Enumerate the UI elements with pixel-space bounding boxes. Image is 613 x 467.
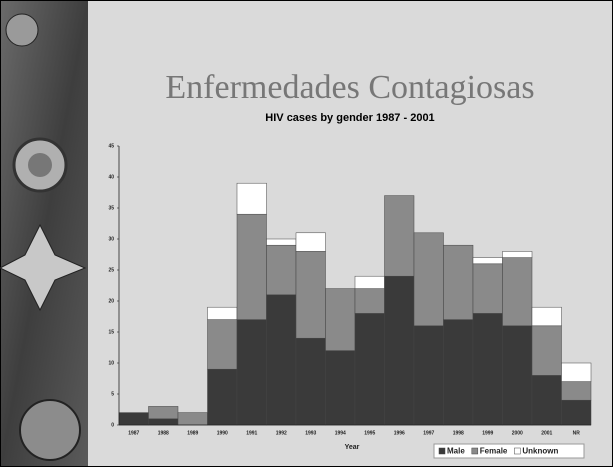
x-tick-label: 1991 (246, 430, 257, 436)
legend-swatch (514, 447, 521, 455)
bar-segment (354, 313, 385, 426)
x-tick-label: 1996 (394, 430, 405, 436)
x-tick-label: 1990 (217, 430, 228, 436)
x-tick-label: 2000 (512, 430, 523, 436)
x-tick-label: 1998 (453, 430, 464, 436)
bar-segment (443, 319, 474, 426)
decoration (19, 399, 81, 461)
decoration (28, 153, 52, 177)
bar-segment (443, 244, 474, 320)
bar-segment (236, 213, 267, 320)
bar-segment (266, 238, 297, 246)
y-tick-label: 5 (111, 391, 114, 397)
bar-segment (502, 251, 533, 258)
bar-segment (502, 257, 533, 327)
bar-segment (354, 288, 385, 314)
x-tick-label: 1988 (158, 430, 169, 436)
y-tick-label: 45 (108, 143, 114, 149)
legend-swatch (471, 447, 479, 455)
legend (433, 443, 585, 459)
x-tick-label: 2001 (541, 430, 552, 436)
x-tick-label: 1994 (335, 430, 346, 436)
x-tick-label: 1997 (423, 430, 434, 436)
bar-segment (561, 399, 592, 426)
y-tick-label: 0 (111, 422, 114, 428)
x-tick-label: 1999 (482, 430, 493, 436)
bar-segment (531, 325, 562, 376)
bar-segment (118, 412, 149, 426)
decoration (0, 223, 87, 312)
bar-segment (384, 195, 415, 277)
legend-label: Unknown (522, 447, 558, 456)
bar-segment (236, 182, 267, 215)
chart-title: HIV cases by gender 1987 - 2001 (265, 112, 434, 124)
y-tick-label: 15 (108, 329, 114, 335)
bar-segment (148, 406, 179, 420)
x-tick-label: 1989 (187, 430, 198, 436)
bar-segment (266, 244, 297, 296)
bar-segment (531, 306, 562, 327)
bar-segment (354, 275, 385, 289)
y-tick-label: 40 (108, 174, 114, 180)
y-tick-label: 20 (108, 298, 114, 304)
bar-segment (207, 319, 238, 370)
x-tick-label: 1993 (305, 430, 316, 436)
bar-segment (325, 288, 356, 351)
bar-segment (207, 368, 238, 426)
bar-segment (384, 275, 415, 426)
x-tick-label: NR (573, 430, 581, 436)
x-tick-label: 1995 (364, 430, 375, 436)
bar-segment (472, 313, 503, 426)
decoration (5, 13, 39, 47)
legend-swatch (438, 447, 446, 455)
bar-segment (295, 337, 326, 426)
bar-segment (561, 362, 592, 382)
bar-segment (148, 418, 179, 426)
bar-segment (413, 325, 444, 426)
x-tick-label: 1992 (276, 430, 287, 436)
bar-segment (236, 319, 267, 426)
bar-segment (502, 325, 533, 426)
legend-label: Male (447, 447, 465, 456)
bar-segment (177, 412, 208, 426)
y-tick-label: 10 (108, 360, 114, 366)
slide-title: Enfermedades Contagiosas (165, 69, 534, 106)
y-tick-label: 25 (108, 267, 114, 273)
bar-segment (266, 294, 297, 426)
x-tick-label: 1987 (128, 430, 139, 436)
bar-segment (413, 232, 444, 327)
bar-segment (561, 381, 592, 401)
bar-segment (472, 263, 503, 314)
bar-segment (531, 375, 562, 426)
bar-segment (472, 257, 503, 265)
bar-segment (295, 251, 326, 339)
legend-label: Female (480, 447, 508, 456)
y-tick-label: 30 (108, 236, 114, 242)
bar-segment (325, 350, 356, 426)
bar-segment (207, 306, 238, 320)
x-axis-label: Year (345, 444, 360, 451)
y-tick-label: 35 (108, 205, 114, 211)
bar-segment (295, 232, 326, 252)
